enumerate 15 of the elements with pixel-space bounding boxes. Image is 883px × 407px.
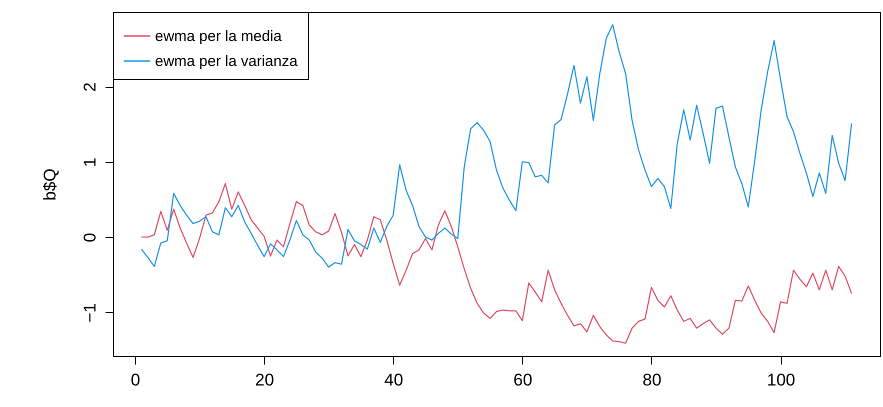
x-tick-label: 0: [130, 370, 140, 390]
legend-label: ewma per la media: [155, 28, 282, 45]
y-axis-title: b$Q: [40, 168, 60, 201]
legend-label: ewma per la varianza: [155, 53, 298, 70]
x-tick-label: 40: [384, 370, 404, 390]
y-tick-label: 2: [80, 82, 100, 92]
x-tick-label: 80: [642, 370, 662, 390]
x-tick-label: 20: [255, 370, 274, 390]
x-tick-label: 60: [513, 370, 532, 390]
line-series: [140, 24, 852, 268]
line-series: [140, 183, 852, 344]
x-tick-label: 100: [766, 370, 796, 390]
y-tick-label: −1: [80, 303, 100, 323]
y-tick-label: 0: [80, 232, 100, 242]
y-tick-label: 1: [80, 158, 100, 168]
